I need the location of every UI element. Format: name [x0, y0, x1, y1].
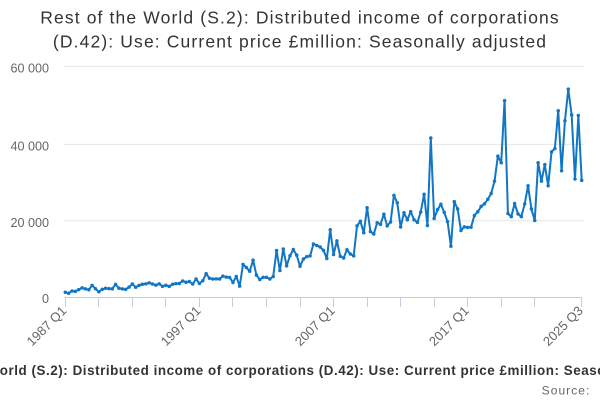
svg-text:Source:: Source:: [542, 384, 591, 398]
svg-text:0: 0: [42, 292, 49, 306]
svg-text:40 000: 40 000: [10, 140, 49, 154]
svg-text:Rest of the World (S.2): Distr: Rest of the World (S.2): Distributed inc…: [0, 363, 600, 378]
svg-text:60 000: 60 000: [10, 62, 49, 76]
svg-text:(D.42): Use: Current price £mi: (D.42): Use: Current price £million: Sea…: [53, 32, 547, 52]
svg-text:Rest of the World (S.2): Distr: Rest of the World (S.2): Distributed inc…: [40, 8, 560, 28]
svg-text:20 000: 20 000: [10, 216, 49, 230]
